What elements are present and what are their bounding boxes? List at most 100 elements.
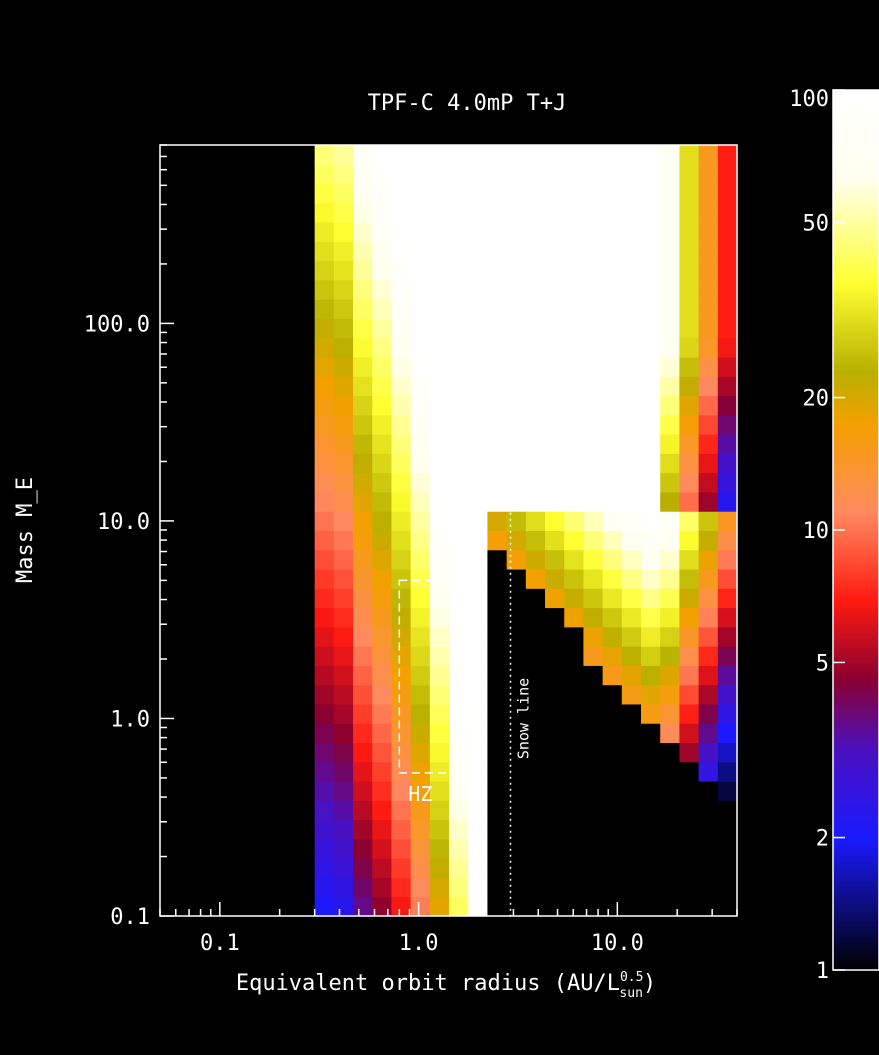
colorbar-tick-label: 5: [816, 651, 829, 676]
heatmap-cell: [641, 453, 661, 474]
heatmap-cell: [468, 819, 488, 840]
heatmap-cell: [698, 858, 719, 878]
heatmap-cell: [679, 877, 700, 898]
heatmap-cell: [314, 665, 335, 686]
heatmap-cell: [333, 877, 354, 898]
heatmap-cell: [660, 569, 680, 589]
heatmap-cell: [429, 337, 450, 358]
heatmap-cell: [525, 838, 546, 859]
heatmap-cell: [641, 703, 661, 724]
heatmap-cell: [429, 819, 450, 840]
heatmap-cell: [314, 838, 335, 859]
heatmap-cell: [449, 684, 469, 705]
heatmap-cell: [410, 684, 431, 705]
heatmap-cell: [487, 781, 508, 801]
heatmap-cell: [468, 549, 488, 570]
heatmap-cell: [333, 684, 354, 705]
heatmap-cell: [353, 588, 373, 609]
heatmap-cell: [391, 761, 412, 782]
heatmap-cell: [410, 472, 431, 493]
heatmap-cell: [410, 241, 431, 262]
heatmap-cell: [717, 665, 738, 686]
heatmap-cell: [545, 472, 565, 493]
heatmap-cell: [429, 781, 450, 801]
heatmap-cell: [487, 858, 508, 878]
heatmap-cell: [391, 511, 412, 531]
heatmap-cell: [621, 858, 642, 878]
heatmap-cell: [564, 569, 584, 589]
heatmap-cell: [372, 742, 392, 763]
heatmap-cell: [410, 453, 431, 474]
heatmap-cell: [660, 761, 680, 782]
heatmap-cell: [468, 588, 488, 609]
heatmap-cell: [641, 491, 661, 512]
heatmap-cell: [602, 279, 623, 300]
heatmap-cell: [621, 260, 642, 281]
heatmap-cell: [468, 434, 488, 454]
heatmap-cell: [660, 222, 680, 242]
heatmap-cell: [602, 549, 623, 570]
heatmap-cell: [698, 222, 719, 242]
heatmap-cell: [468, 241, 488, 262]
heatmap-cell: [314, 145, 335, 165]
heatmap-cell: [391, 145, 412, 165]
heatmap-cell: [525, 395, 546, 416]
heatmap-cell: [564, 742, 584, 763]
heatmap-cell: [468, 703, 488, 724]
heatmap-cell: [314, 202, 335, 223]
heatmap-cell: [333, 819, 354, 840]
heatmap-cell: [679, 646, 700, 666]
heatmap-cell: [602, 395, 623, 416]
heatmap-cell: [621, 665, 642, 686]
heatmap-cell: [506, 337, 527, 358]
heatmap-cell: [621, 703, 642, 724]
heatmap-cell: [545, 896, 565, 917]
heatmap-cell: [641, 896, 661, 917]
heatmap-cell: [602, 742, 623, 763]
heatmap-cell: [564, 511, 584, 531]
y-axis-ticks: 0.1 1.0 10.0 100.0: [84, 144, 174, 930]
heatmap-cell: [449, 530, 469, 551]
heatmap-cell: [602, 703, 623, 724]
heatmap-cell: [353, 337, 373, 358]
heatmap-cell: [353, 491, 373, 512]
heatmap-cell: [468, 646, 488, 666]
heatmap-cell: [564, 222, 584, 242]
heatmap-cell: [698, 607, 719, 628]
heatmap-cell: [621, 337, 642, 358]
heatmap-cell: [391, 626, 412, 647]
heatmap-cell: [353, 569, 373, 589]
heatmap-cell: [583, 838, 604, 859]
heatmap-cell: [660, 781, 680, 801]
heatmap-cell: [353, 703, 373, 724]
heatmap-cell: [698, 646, 719, 666]
heatmap-cell: [698, 684, 719, 705]
heatmap-cell: [314, 376, 335, 397]
heatmap-cell: [641, 781, 661, 801]
x-axis-label-sup: 0.5: [620, 970, 643, 985]
heatmap-cell: [641, 569, 661, 589]
heatmap-cell: [468, 202, 488, 223]
heatmap-cell: [391, 453, 412, 474]
heatmap-cell: [679, 299, 700, 319]
heatmap-cell: [698, 202, 719, 223]
heatmap-cell: [468, 896, 488, 917]
heatmap-cell: [602, 626, 623, 647]
heatmap-cell: [372, 761, 392, 782]
heatmap-cell: [487, 761, 508, 782]
heatmap-cell: [583, 357, 604, 377]
heatmap-cell: [410, 896, 431, 917]
y-tick-label: 0.1: [110, 905, 150, 930]
heatmap-cell: [468, 877, 488, 898]
heatmap-cell: [353, 626, 373, 647]
heatmap-cell: [583, 202, 604, 223]
heatmap-cell: [717, 838, 738, 859]
heatmap-cell: [717, 472, 738, 493]
annotation-layer: HZ Snow line: [398, 512, 532, 916]
heatmap-cell: [506, 858, 527, 878]
heatmap-cell: [583, 588, 604, 609]
heatmap-cell: [429, 723, 450, 744]
heatmap-cell: [660, 530, 680, 551]
heatmap-cell: [314, 434, 335, 454]
heatmap-cell: [487, 318, 508, 339]
